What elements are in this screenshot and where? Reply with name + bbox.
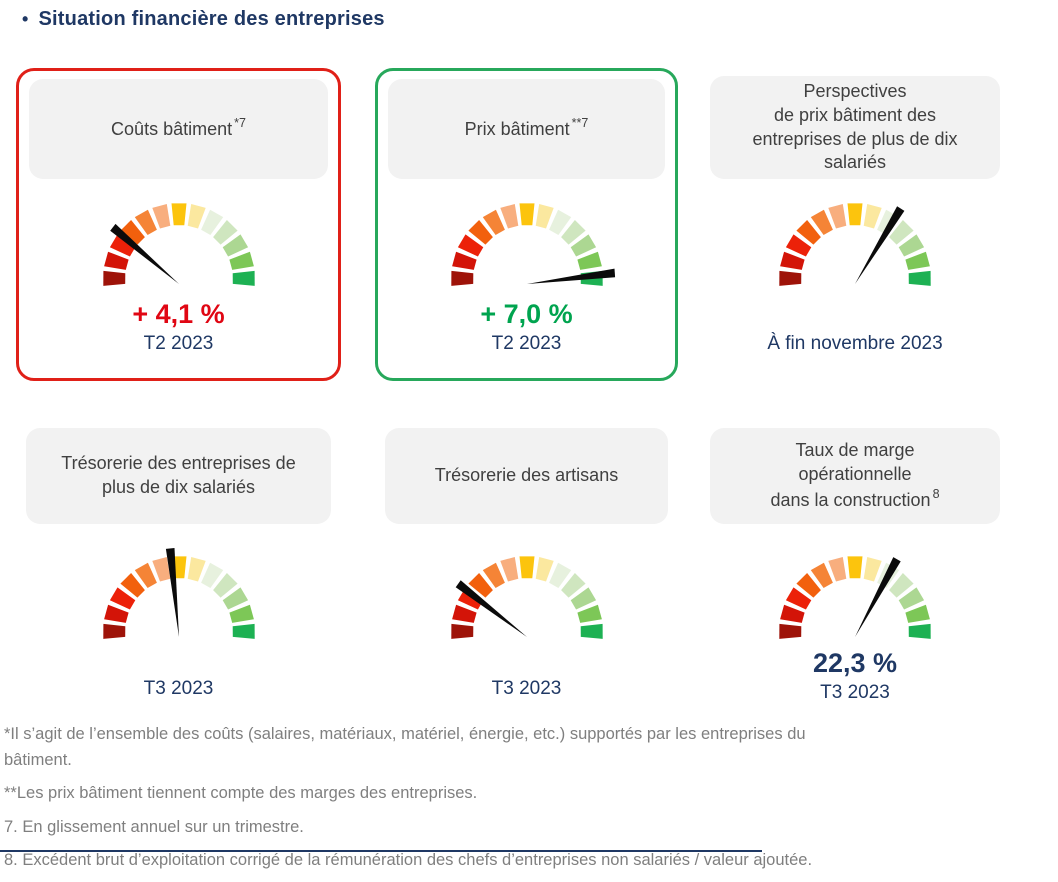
gauge-period-tresorerie-artisans: T3 2023	[491, 678, 562, 699]
footnote-7-glissement: 7. En glissement annuel sur un trimestre…	[4, 817, 304, 836]
card-title-text: Coûts bâtiment	[111, 119, 233, 140]
card-header-taux-marge: Taux de marge opérationnelle dans la con…	[710, 428, 1000, 524]
card-header-perspectives-prix: Perspectives de prix bâtiment des entrep…	[710, 76, 1000, 179]
card-title: Coûts bâtiment *7	[111, 116, 246, 142]
card-title: Trésorerie des entreprises de plus de di…	[61, 452, 295, 500]
gauge-value-taux-marge: 22,3 %	[812, 648, 898, 678]
card-taux-marge: Taux de marge opérationnelle dans la con…	[710, 420, 1000, 710]
card-title-text: Trésorerie des entreprises de plus de di…	[61, 453, 296, 497]
card-title: Taux de marge opérationnelle dans la con…	[770, 439, 939, 512]
footnote-prices-margins: **Les prix bâtiment tiennent compte des …	[4, 784, 478, 803]
gauge-needle	[109, 223, 179, 284]
card-header-tresorerie-entreprises: Trésorerie des entreprises de plus de di…	[26, 428, 331, 524]
gauge-taux-marge	[765, 546, 945, 648]
gauge-tresorerie-entreprises	[89, 546, 269, 648]
gauge-needle	[526, 268, 615, 284]
card-title-text: Taux de marge opérationnelle dans la con…	[770, 440, 931, 510]
footnote-costs-definition: *Il s’agit de l’ensemble des coûts (sala…	[4, 725, 806, 769]
card-tresorerie-entreprises: Trésorerie des entreprises de plus de di…	[16, 420, 341, 710]
gauge-needle	[855, 206, 905, 284]
card-couts-batiment: Coûts bâtiment *7 + 4,1 % T2 2023	[16, 68, 341, 381]
gauge-period-taux-marge: T3 2023	[820, 682, 890, 704]
gauge-period-tresorerie-entreprises: T3 2023	[143, 678, 214, 699]
gauge-prix-batiment	[437, 193, 617, 295]
card-prix-batiment: Prix bâtiment **7 + 7,0 % T2 2023	[375, 68, 678, 381]
gauge-period-couts-batiment: T2 2023	[143, 333, 214, 355]
card-title-superscript: 8	[932, 486, 940, 501]
gauge-period-prix-batiment: T2 2023	[491, 333, 562, 355]
card-perspectives-prix: Perspectives de prix bâtiment des entrep…	[710, 68, 1000, 381]
gauge-couts-batiment	[89, 193, 269, 295]
page-title-text: Situation financière des entreprises	[38, 8, 385, 30]
footnote-8-ebe: 8. Excédent brut d’exploitation corrigé …	[4, 851, 813, 870]
card-title-text: Prix bâtiment	[464, 119, 570, 140]
gauge-needle	[855, 557, 901, 637]
card-title-text: Perspectives de prix bâtiment des entrep…	[752, 81, 958, 173]
gauge-period-perspectives-prix: À fin novembre 2023	[767, 333, 943, 354]
gauge-value-couts-batiment: + 4,1 %	[132, 299, 225, 329]
page-title: • Situation financière des entreprises	[22, 8, 385, 31]
card-title: Prix bâtiment **7	[465, 116, 589, 142]
bottom-rule	[0, 850, 762, 852]
card-title-superscript: *7	[234, 116, 246, 131]
footnotes: *Il s’agit de l’ensemble des coûts (sala…	[4, 722, 984, 882]
gauge-needle	[455, 580, 527, 637]
gauge-needle	[165, 548, 179, 637]
card-title: Trésorerie des artisans	[435, 464, 618, 488]
card-title: Perspectives de prix bâtiment des entrep…	[752, 80, 957, 175]
card-title-superscript: **7	[571, 116, 589, 131]
card-title-text: Trésorerie des artisans	[434, 465, 619, 486]
gauge-value-prix-batiment: + 7,0 %	[480, 299, 573, 329]
card-header-tresorerie-artisans: Trésorerie des artisans	[385, 428, 668, 524]
card-tresorerie-artisans: Trésorerie des artisans T3 2023	[375, 420, 678, 710]
card-header-prix-batiment: Prix bâtiment **7	[388, 79, 665, 179]
gauge-perspectives-prix	[765, 193, 945, 295]
gauge-tresorerie-artisans	[437, 546, 617, 648]
card-header-couts-batiment: Coûts bâtiment *7	[29, 79, 328, 179]
title-bullet-icon: •	[22, 9, 29, 29]
